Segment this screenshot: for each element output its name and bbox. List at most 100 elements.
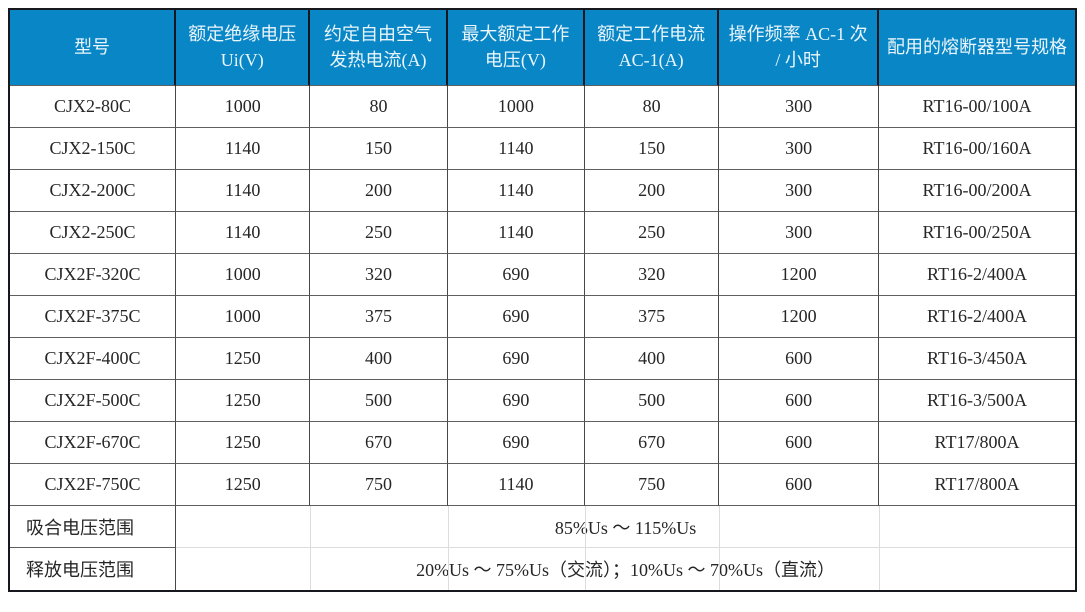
table-row: CJX2F-320C 1000 320 690 320 1200 RT16-2/… [10, 254, 1075, 296]
model-cell: CJX2F-400C [10, 338, 177, 380]
value-cell: 750 [585, 464, 720, 506]
value-cell: 670 [310, 422, 448, 464]
value-cell: 690 [447, 296, 586, 338]
value-cell: 690 [447, 338, 586, 380]
value-cell: 80 [585, 86, 720, 128]
model-cell: CJX2F-500C [10, 380, 177, 422]
value-cell: 400 [585, 338, 720, 380]
value-cell: 1000 [176, 254, 311, 296]
value-cell: 1250 [176, 380, 311, 422]
header-row: 型号 额定绝缘电压 Ui(V) 约定自由空气发热电流(A) 最大额定工作电压(V… [10, 10, 1075, 86]
column-header-insulation-voltage: 额定绝缘电压 Ui(V) [176, 10, 311, 86]
value-cell: 200 [310, 170, 448, 212]
table-row: CJX2F-400C 1250 400 690 400 600 RT16-3/4… [10, 338, 1075, 380]
value-cell: 150 [585, 128, 720, 170]
grid-divider-line [585, 506, 587, 547]
value-cell: 600 [719, 380, 879, 422]
value-cell: 670 [585, 422, 720, 464]
release-voltage-value-cell: 20%Us ～ 75%Us（交流）；10%Us ～ 70%Us（直流） [176, 548, 1075, 590]
grid-divider-line [879, 506, 881, 547]
pickup-voltage-label: 吸合电压范围 [10, 506, 177, 548]
value-cell: 1140 [447, 170, 586, 212]
table-row: CJX2-150C 1140 150 1140 150 300 RT16-00/… [10, 128, 1075, 170]
grid-divider-line [719, 548, 721, 590]
value-cell: 300 [719, 170, 879, 212]
value-cell: 400 [310, 338, 448, 380]
value-cell: 320 [310, 254, 448, 296]
value-cell: 1000 [176, 296, 311, 338]
model-cell: CJX2-150C [10, 128, 177, 170]
fuse-cell: RT17/800A [879, 422, 1075, 464]
fuse-cell: RT17/800A [879, 464, 1075, 506]
value-cell: 600 [719, 464, 879, 506]
value-cell: 375 [585, 296, 720, 338]
table-row: CJX2-200C 1140 200 1140 200 300 RT16-00/… [10, 170, 1075, 212]
model-cell: CJX2-80C [10, 86, 177, 128]
model-cell: CJX2F-670C [10, 422, 177, 464]
value-cell: 1250 [176, 464, 311, 506]
value-cell: 500 [585, 380, 720, 422]
fuse-cell: RT16-2/400A [879, 254, 1075, 296]
grid-divider-line [447, 548, 449, 590]
value-cell: 375 [310, 296, 448, 338]
pickup-voltage-value-cell: 85%Us ～ 115%Us [176, 506, 1075, 548]
value-cell: 300 [719, 128, 879, 170]
value-cell: 690 [447, 380, 586, 422]
table-row: CJX2-250C 1140 250 1140 250 300 RT16-00/… [10, 212, 1075, 254]
fuse-cell: RT16-2/400A [879, 296, 1075, 338]
fuse-cell: RT16-00/200A [879, 170, 1075, 212]
value-cell: 1140 [447, 212, 586, 254]
model-cell: CJX2-250C [10, 212, 177, 254]
column-header-operation-frequency: 操作频率 AC-1 次 / 小时 [719, 10, 879, 86]
fuse-cell: RT16-00/100A [879, 86, 1075, 128]
value-cell: 300 [719, 212, 879, 254]
value-cell: 80 [310, 86, 448, 128]
fuse-cell: RT16-00/160A [879, 128, 1075, 170]
value-cell: 600 [719, 422, 879, 464]
model-cell: CJX2F-320C [10, 254, 177, 296]
value-cell: 250 [585, 212, 720, 254]
page: 型号 额定绝缘电压 Ui(V) 约定自由空气发热电流(A) 最大额定工作电压(V… [8, 8, 1077, 592]
grid-divider-line [719, 506, 721, 547]
value-cell: 1140 [176, 128, 311, 170]
pickup-voltage-value: 85%Us ～ 115%Us [554, 517, 697, 538]
value-cell: 500 [310, 380, 448, 422]
model-cell: CJX2F-750C [10, 464, 177, 506]
model-cell: CJX2F-375C [10, 296, 177, 338]
column-header-thermal-current: 约定自由空气发热电流(A) [310, 10, 448, 86]
table-row: CJX2F-375C 1000 375 690 375 1200 RT16-2/… [10, 296, 1075, 338]
grid-divider-line [585, 548, 587, 590]
pickup-voltage-row: 吸合电压范围 85%Us ～ 115%Us [10, 506, 1075, 548]
value-cell: 1140 [447, 128, 586, 170]
model-cell: CJX2-200C [10, 170, 177, 212]
value-cell: 600 [719, 338, 879, 380]
column-header-max-working-voltage: 最大额定工作电压(V) [447, 10, 586, 86]
table-row: CJX2F-750C 1250 750 1140 750 600 RT17/80… [10, 464, 1075, 506]
value-cell: 690 [447, 422, 586, 464]
value-cell: 1140 [176, 212, 311, 254]
value-cell: 1140 [447, 464, 586, 506]
value-cell: 1200 [719, 254, 879, 296]
column-header-working-current: 额定工作电流 AC-1(A) [585, 10, 720, 86]
grid-divider-line [310, 506, 312, 547]
table-row: CJX2-80C 1000 80 1000 80 300 RT16-00/100… [10, 86, 1075, 128]
value-cell: 200 [585, 170, 720, 212]
grid-divider-line [310, 548, 312, 590]
table-row: CJX2F-500C 1250 500 690 500 600 RT16-3/5… [10, 380, 1075, 422]
release-voltage-value: 20%Us ～ 75%Us（交流）；10%Us ～ 70%Us（直流） [416, 560, 836, 580]
value-cell: 1250 [176, 338, 311, 380]
fuse-cell: RT16-3/500A [879, 380, 1075, 422]
value-cell: 150 [310, 128, 448, 170]
value-cell: 320 [585, 254, 720, 296]
value-cell: 1000 [176, 86, 311, 128]
value-cell: 750 [310, 464, 448, 506]
table-row: CJX2F-670C 1250 670 690 670 600 RT17/800… [10, 422, 1075, 464]
value-cell: 1250 [176, 422, 311, 464]
value-cell: 1200 [719, 296, 879, 338]
release-voltage-label: 释放电压范围 [10, 548, 177, 590]
fuse-cell: RT16-3/450A [879, 338, 1075, 380]
column-header-fuse-spec: 配用的熔断器型号规格 [879, 10, 1075, 86]
grid-divider-line [879, 548, 881, 590]
value-cell: 300 [719, 86, 879, 128]
value-cell: 1140 [176, 170, 311, 212]
